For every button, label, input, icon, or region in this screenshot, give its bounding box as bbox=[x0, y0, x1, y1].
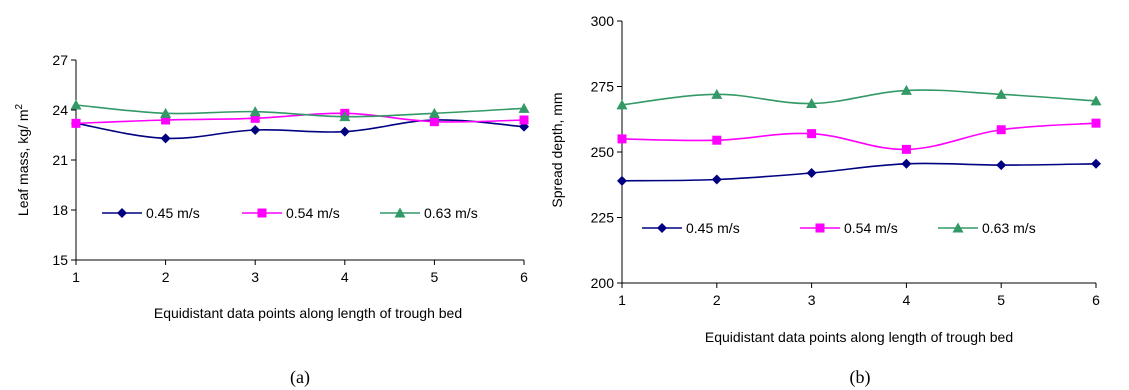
panel-label: (b) bbox=[850, 367, 871, 388]
y-axis-label: Leaf mass, kg/ m2 bbox=[14, 103, 31, 216]
legend-label: 0.54 m/s bbox=[844, 220, 898, 236]
x-tick-label: 4 bbox=[341, 269, 349, 285]
x-tick-label: 3 bbox=[808, 292, 816, 308]
y-axis-label: Spread depth, mm bbox=[549, 92, 565, 207]
legend-label: 0.63 m/s bbox=[424, 205, 478, 221]
legend-marker bbox=[117, 208, 127, 218]
data-point bbox=[339, 126, 350, 137]
x-tick-label: 2 bbox=[162, 269, 170, 285]
x-tick-label: 5 bbox=[431, 269, 439, 285]
x-tick-label: 2 bbox=[713, 292, 721, 308]
x-tick-label: 1 bbox=[72, 269, 80, 285]
y-tick-label: 225 bbox=[591, 210, 615, 226]
y-tick-label: 250 bbox=[591, 144, 615, 160]
legend-label: 0.45 m/s bbox=[146, 205, 200, 221]
y-tick-label: 15 bbox=[52, 252, 68, 268]
data-point bbox=[518, 102, 530, 113]
legend-marker bbox=[394, 207, 406, 218]
x-tick-label: 5 bbox=[997, 292, 1005, 308]
y-tick-label: 200 bbox=[591, 275, 615, 291]
data-point bbox=[160, 133, 171, 144]
data-point bbox=[160, 107, 172, 118]
x-tick-label: 1 bbox=[618, 292, 626, 308]
legend-background bbox=[630, 212, 1070, 244]
data-point bbox=[428, 107, 440, 118]
legend-label: 0.54 m/s bbox=[286, 205, 340, 221]
tick-labels: 200 225 250 275 300 1 2 3 4 5 6 bbox=[591, 13, 1100, 308]
tick-labels: 15 18 21 24 27 1 2 3 4 5 6 bbox=[52, 52, 528, 285]
y-tick-label: 24 bbox=[52, 102, 68, 118]
data-point bbox=[807, 129, 817, 139]
data-point bbox=[617, 134, 627, 144]
data-point bbox=[250, 113, 260, 123]
data-point bbox=[712, 135, 722, 145]
legend-label: 0.45 m/s bbox=[686, 220, 740, 236]
data-point bbox=[711, 88, 723, 99]
data-point bbox=[249, 106, 261, 117]
series-line bbox=[621, 89, 1097, 106]
legend-marker bbox=[657, 223, 667, 233]
data-point bbox=[901, 144, 911, 154]
data-point bbox=[71, 118, 81, 128]
y-tick-label: 300 bbox=[591, 13, 615, 29]
data-point bbox=[995, 88, 1007, 99]
x-tick-label: 6 bbox=[1092, 292, 1100, 308]
axes bbox=[617, 20, 1097, 288]
data-point bbox=[806, 167, 817, 178]
y-tick-label: 275 bbox=[591, 79, 615, 95]
data-point bbox=[711, 174, 722, 185]
series-line bbox=[621, 122, 1097, 151]
data-point bbox=[616, 99, 628, 110]
series-line bbox=[75, 119, 525, 140]
legend-marker bbox=[952, 222, 964, 233]
panel-label: (a) bbox=[290, 367, 310, 388]
data-point bbox=[339, 111, 351, 122]
series-line bbox=[621, 162, 1097, 182]
data-point bbox=[617, 175, 627, 186]
legend-label: 0.63 m/s bbox=[982, 220, 1036, 236]
data-point bbox=[1091, 118, 1101, 128]
x-tick-label: 6 bbox=[520, 269, 528, 285]
data-point bbox=[806, 98, 818, 109]
axes bbox=[71, 59, 525, 265]
chart-panel-a: 15 18 21 24 27 1 2 3 4 5 6 0.45 m/s 0.54 m/s 0.63 m/… bbox=[14, 52, 530, 388]
y-tick-label: 21 bbox=[52, 152, 68, 168]
x-tick-label: 3 bbox=[251, 269, 259, 285]
y-tick-label: 18 bbox=[52, 202, 68, 218]
data-point bbox=[1091, 158, 1101, 169]
legend-marker bbox=[257, 208, 267, 218]
data-point bbox=[900, 84, 912, 95]
x-axis-label: Equidistant data points along length of … bbox=[154, 305, 462, 321]
data-point bbox=[1090, 95, 1102, 106]
legend: 0.45 m/s 0.54 m/s 0.63 m/s bbox=[642, 220, 1036, 236]
series-group bbox=[616, 84, 1102, 186]
data-point bbox=[519, 115, 529, 125]
data-point bbox=[250, 125, 261, 135]
legend-marker bbox=[815, 223, 825, 233]
x-tick-label: 4 bbox=[903, 292, 911, 308]
series-line bbox=[75, 112, 525, 125]
data-point bbox=[429, 117, 439, 127]
y-tick-label: 27 bbox=[52, 52, 68, 68]
series-line bbox=[75, 104, 525, 118]
data-point bbox=[996, 160, 1007, 171]
legend: 0.45 m/s 0.54 m/s 0.63 m/s bbox=[102, 205, 478, 221]
data-point bbox=[70, 99, 82, 110]
data-point bbox=[161, 115, 171, 125]
series-group bbox=[70, 99, 530, 144]
data-point bbox=[996, 125, 1006, 135]
x-axis-label: Equidistant data points along length of … bbox=[705, 329, 1013, 345]
data-point bbox=[901, 158, 912, 169]
